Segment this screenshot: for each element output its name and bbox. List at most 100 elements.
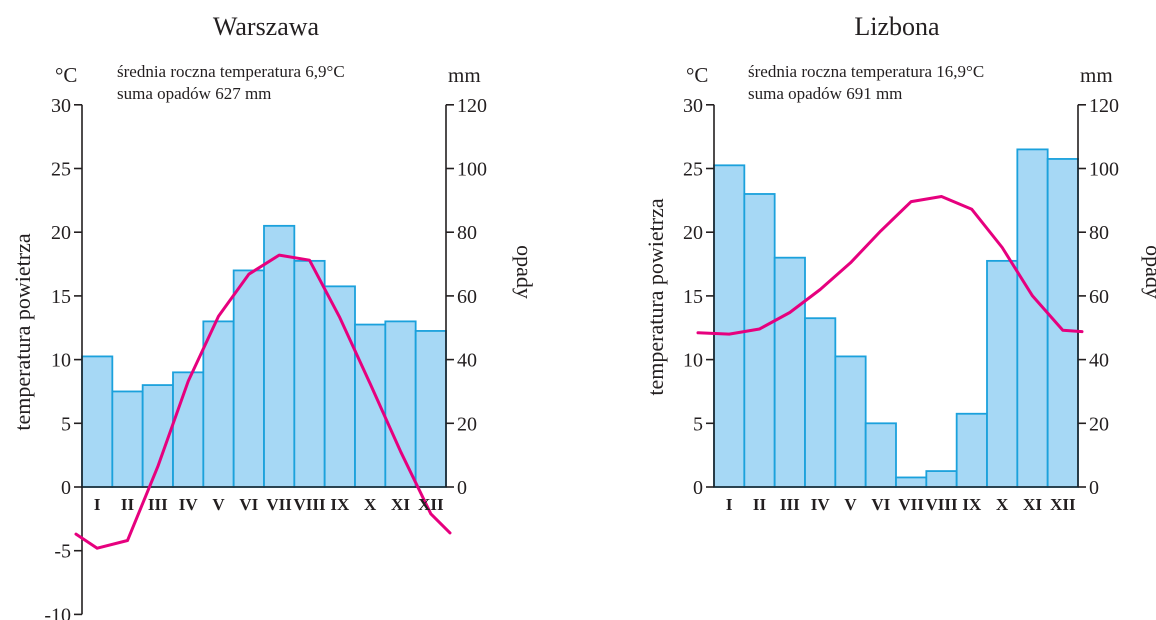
axes (74, 104, 454, 616)
right-tick-label: 60 (1089, 286, 1109, 308)
y-axis-label: temperatura powietrza (643, 198, 668, 396)
left-tick-label: 5 (693, 413, 703, 435)
bar-XI (384, 320, 417, 488)
bar-V (834, 355, 867, 488)
temperature-polyline (696, 195, 1084, 336)
bar-III (773, 256, 806, 488)
annotation-precipitation-sum: suma opadów 691 mm (748, 84, 902, 103)
left-axis-unit: °C (686, 63, 708, 87)
bar-VII (263, 224, 296, 488)
month-labels: I II III IV V VI VII VIII IX X XI XII (726, 495, 1076, 514)
bar-X (986, 259, 1019, 488)
bar-XI (1016, 148, 1049, 488)
month-labels: I II III IV V VI VII VIII IX X XI XII (94, 495, 444, 514)
y-axis-label: temperatura powietrza (10, 233, 35, 431)
left-tick-label: 10 (51, 350, 71, 372)
temperature-polyline (74, 253, 452, 550)
left-tick-labels: 0 5 10 15 20 25 30 (683, 95, 703, 499)
right-axis-unit: mm (448, 63, 481, 87)
left-tick-label: 25 (51, 159, 71, 181)
month-label-XI: XI (1023, 495, 1042, 514)
month-label-VI: VI (239, 495, 258, 514)
bar-I (713, 164, 746, 488)
bar-VI (232, 269, 265, 488)
month-label-XII: XII (418, 495, 444, 514)
right-tick-label: 100 (1089, 159, 1119, 181)
bar-VI (864, 422, 897, 488)
right-tick-label: 100 (457, 159, 487, 181)
bar-II (743, 193, 776, 488)
month-label-XII: XII (1050, 495, 1076, 514)
left-tick-label: 0 (61, 477, 71, 499)
bar-X (354, 323, 387, 488)
month-label-V: V (212, 495, 225, 514)
left-tick-label: 20 (51, 222, 71, 244)
right-tick-label: 80 (457, 222, 477, 244)
month-label-VII: VII (266, 495, 292, 514)
month-label-VIII: VIII (293, 495, 326, 514)
y2-axis-label: opady (512, 245, 537, 299)
left-tick-label: 5 (61, 413, 71, 435)
month-label-IV: IV (179, 495, 199, 514)
month-label-X: X (996, 495, 1009, 514)
left-tick-label: -10 (44, 604, 71, 620)
right-tick-label: 20 (457, 413, 477, 435)
bar-IX (955, 412, 988, 488)
right-tick-label: 40 (457, 350, 477, 372)
annotation-mean-temperature: średnia roczna temperatura 6,9°C (117, 62, 345, 81)
bar-V (202, 320, 235, 488)
temperature-line (696, 195, 1084, 336)
annotation-mean-temperature: średnia roczna temperatura 16,9°C (748, 62, 984, 81)
right-tick-label: 0 (1089, 477, 1099, 499)
right-tick-labels: 0 20 40 60 80 100 120 (1089, 95, 1119, 499)
left-tick-label: 15 (51, 286, 71, 308)
month-label-VI: VI (871, 495, 890, 514)
chart-title: Warszawa (213, 12, 320, 41)
chart-title: Lizbona (854, 12, 940, 41)
right-tick-labels: 0 20 40 60 80 100 120 (457, 95, 487, 499)
month-label-III: III (780, 495, 800, 514)
bar-II (111, 390, 144, 488)
month-label-I: I (726, 495, 733, 514)
bar-XII (1046, 158, 1079, 488)
month-label-X: X (364, 495, 377, 514)
y2-axis-label: opady (1141, 245, 1156, 299)
month-label-VII: VII (898, 495, 924, 514)
month-label-VIII: VIII (925, 495, 958, 514)
month-label-II: II (121, 495, 135, 514)
right-tick-label: 120 (457, 95, 487, 117)
axes (706, 104, 1086, 488)
left-tick-label: 25 (683, 159, 703, 181)
bar-VII (895, 476, 928, 488)
left-tick-label: 30 (683, 95, 703, 117)
left-tick-label: 30 (51, 95, 71, 117)
month-label-IV: IV (811, 495, 831, 514)
precipitation-bars (713, 148, 1079, 488)
bar-XII (414, 330, 447, 488)
month-label-I: I (94, 495, 101, 514)
right-tick-label: 40 (1089, 350, 1109, 372)
bar-IV (172, 371, 205, 488)
right-tick-label: 80 (1089, 222, 1109, 244)
right-tick-label: 20 (1089, 413, 1109, 435)
left-tick-label: 15 (683, 286, 703, 308)
right-axis-unit: mm (1080, 63, 1113, 87)
month-label-IX: IX (330, 495, 350, 514)
climate-chart-lizbona: Lizbona średnia roczna temperatura 16,9°… (643, 12, 1156, 514)
left-tick-labels: -10 -5 0 5 10 15 20 25 30 (44, 95, 71, 620)
month-label-II: II (753, 495, 767, 514)
temperature-line (74, 253, 452, 550)
left-tick-label: 20 (683, 222, 703, 244)
month-label-V: V (844, 495, 857, 514)
annotation-precipitation-sum: suma opadów 627 mm (117, 84, 271, 103)
right-tick-label: 120 (1089, 95, 1119, 117)
bar-I (81, 355, 114, 488)
month-label-IX: IX (962, 495, 982, 514)
month-label-III: III (148, 495, 168, 514)
bar-VIII (293, 259, 326, 488)
bar-IV (804, 317, 837, 488)
bar-VIII (925, 470, 958, 488)
right-tick-label: 0 (457, 477, 467, 499)
left-tick-label: 0 (693, 477, 703, 499)
